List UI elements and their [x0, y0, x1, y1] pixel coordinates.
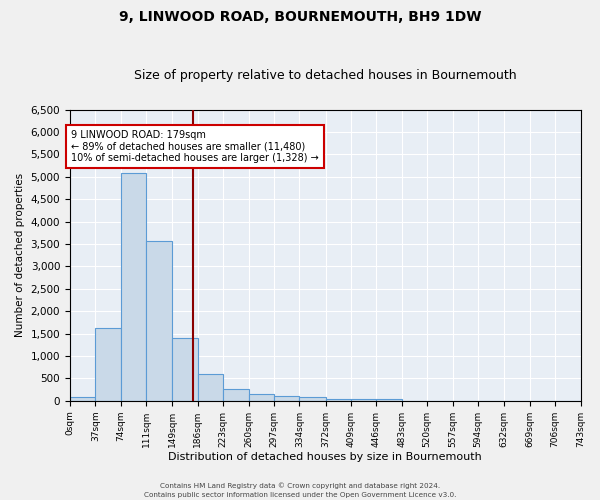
Bar [274, 396, 299, 401]
Text: Contains public sector information licensed under the Open Government Licence v3: Contains public sector information licen… [144, 492, 456, 498]
Text: 9 LINWOOD ROAD: 179sqm
← 89% of detached houses are smaller (11,480)
10% of semi: 9 LINWOOD ROAD: 179sqm ← 89% of detached… [71, 130, 319, 163]
Title: Size of property relative to detached houses in Bournemouth: Size of property relative to detached ho… [134, 69, 517, 82]
Bar [146, 240, 172, 401]
Bar [351, 398, 376, 401]
Text: 9, LINWOOD ROAD, BOURNEMOUTH, BH9 1DW: 9, LINWOOD ROAD, BOURNEMOUTH, BH9 1DW [119, 10, 481, 24]
Y-axis label: Number of detached properties: Number of detached properties [15, 173, 25, 338]
Bar [121, 174, 146, 401]
X-axis label: Distribution of detached houses by size in Bournemouth: Distribution of detached houses by size … [169, 452, 482, 462]
Bar [172, 338, 198, 401]
Bar [198, 374, 223, 401]
Bar [326, 398, 351, 401]
Bar [223, 388, 248, 401]
Bar [248, 394, 274, 401]
Bar [70, 398, 95, 401]
Text: Contains HM Land Registry data © Crown copyright and database right 2024.: Contains HM Land Registry data © Crown c… [160, 482, 440, 489]
Bar [376, 398, 402, 401]
Bar [95, 328, 121, 401]
Bar [299, 398, 326, 401]
